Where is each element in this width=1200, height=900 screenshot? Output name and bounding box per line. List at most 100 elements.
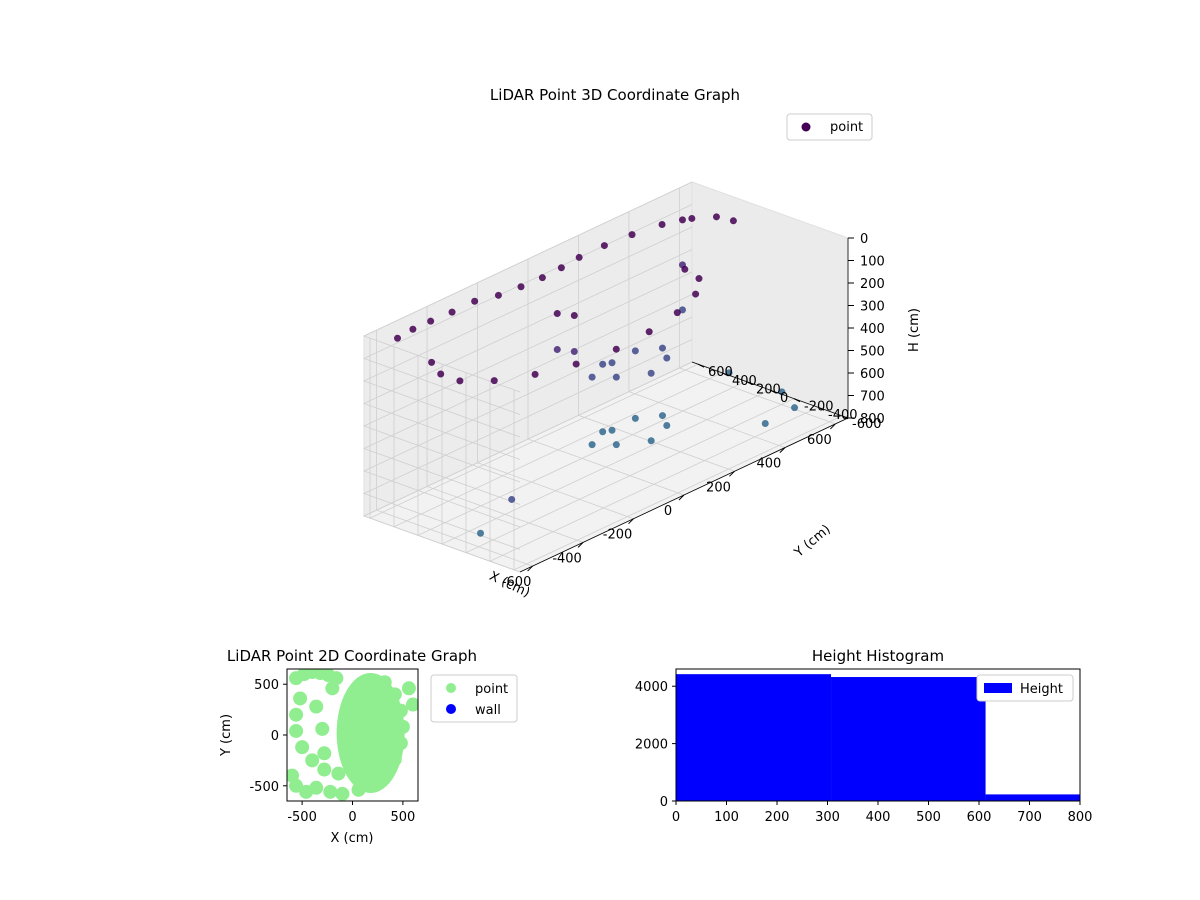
chart-hist-bars [676, 674, 1080, 801]
chart-2d-point [405, 697, 418, 712]
chart-2d-tick-x: -500 [287, 810, 317, 825]
chart-3d-tick-z: 600 [860, 367, 885, 382]
chart-hist-bar [985, 794, 1080, 801]
chart-3d-point [608, 359, 616, 367]
chart-3d-point [553, 346, 561, 354]
chart-3d-tick-mark-x [628, 518, 634, 525]
chart-3d-tick-x: -200 [603, 528, 633, 543]
chart-2d-legend-marker-point [446, 683, 456, 693]
chart-3d-gridline-z [362, 271, 693, 483]
chart-2d-tick-y: 500 [254, 678, 279, 693]
chart-3d-tick-x: 400 [757, 457, 782, 472]
chart-3d-point [428, 358, 436, 366]
chart-3d-points [394, 213, 799, 537]
chart-3d-tick-y: 200 [756, 382, 781, 397]
chart-3d-legend-marker [801, 122, 811, 132]
chart-3d-tick-mark-x [527, 565, 533, 572]
chart-3d-point [612, 345, 620, 353]
chart-2d-point [315, 721, 330, 736]
chart-3d-point [437, 370, 445, 378]
chart-3d-gridline-z [362, 294, 693, 505]
chart-3d-point [628, 231, 636, 239]
chart-3d-point [673, 309, 681, 317]
chart-hist-tick-x: 300 [815, 810, 840, 825]
chart-2d-ticks: -500 0 500 -500 0 500 [249, 678, 415, 825]
chart-2d-legend-label-wall: wall [475, 703, 501, 718]
chart-3d-tick-x: 0 [664, 504, 672, 519]
chart-hist-ticks: 0 100 200 300 400 500 600 700 800 0 2000 4000 [635, 680, 1093, 825]
chart-2d-point [387, 687, 402, 702]
chart-3d-point [729, 217, 737, 225]
chart-2d-legend: point wall [430, 674, 518, 723]
chart-3d-point [631, 414, 639, 422]
chart-2d-xlabel: X (cm) [331, 831, 374, 846]
chart-3d-point [658, 220, 666, 228]
chart-3d-point [494, 291, 502, 299]
chart-2d-point [379, 734, 394, 749]
chart-3d-gridline-z [362, 204, 693, 415]
chart-2d-point [351, 782, 366, 797]
chart-hist-tick-x: 400 [866, 810, 891, 825]
chart-3d-gridline-z [362, 316, 693, 528]
chart-3d-legend-label: point [830, 120, 863, 135]
chart-3d-xlabel: X (cm) [487, 569, 532, 601]
chart-3d-point [612, 441, 620, 449]
chart-3d-point [572, 360, 580, 368]
chart-2d-point [377, 766, 392, 781]
chart-2d-point [377, 675, 392, 690]
chart-2d: LiDAR Point 2D Coordinate Graph -500 0 500… [219, 647, 518, 846]
chart-hist-tick-x: 600 [967, 810, 992, 825]
chart-3d-tick-mark-x [779, 447, 786, 453]
chart-3d-point [658, 412, 666, 420]
chart-2d-point [309, 699, 324, 714]
chart-3d-legend: point [786, 113, 873, 141]
chart-hist-title: Height Histogram [812, 647, 944, 665]
chart-3d-tick-x: -400 [552, 551, 582, 566]
chart-hist-tick-x: 200 [765, 810, 790, 825]
chart-hist: Height Histogram 0 100 200 300 400 500 600 700 8… [635, 647, 1093, 825]
chart-hist-tick-y: 2000 [635, 738, 668, 753]
chart-2d-point-cluster [336, 672, 405, 793]
chart-hist-tick-x: 800 [1068, 810, 1093, 825]
chart-2d-point [345, 764, 360, 779]
chart-3d-point [712, 213, 720, 221]
chart-hist-bar [831, 677, 986, 801]
chart-2d-point [289, 778, 304, 793]
chart-2d-point [317, 762, 332, 777]
chart-3d-x-axis-line [519, 417, 849, 573]
chart-2d-point [401, 681, 416, 696]
chart-2d-legend-label-point: point [475, 682, 508, 697]
chart-3d-point [538, 274, 546, 282]
chart-hist-legend-swatch [984, 683, 1012, 693]
chart-3d-gridline-z [362, 226, 693, 438]
chart-2d-point [325, 681, 340, 696]
chart-2d-point [309, 780, 324, 795]
chart-3d-point [517, 283, 525, 291]
chart-3d-point [394, 334, 402, 342]
chart-3d-tick-y: 0 [780, 391, 788, 406]
chart-3d-point [688, 214, 696, 222]
chart-3d-point [456, 377, 464, 385]
chart-3d-title: LiDAR Point 3D Coordinate Graph [490, 86, 740, 104]
chart-3d-tick-z: 700 [860, 390, 885, 405]
chart-3d-point [575, 253, 583, 261]
chart-3d-tick-x: -600 [502, 575, 532, 590]
chart-3d-tick-z: 300 [860, 300, 885, 315]
chart-3d-point [678, 216, 686, 224]
chart-3d-point [471, 297, 479, 305]
chart-hist-legend-label: Height [1020, 682, 1063, 697]
chart-3d-tick-z: 500 [860, 345, 885, 360]
chart-hist-tick-x: 0 [672, 810, 680, 825]
chart-3d-point [409, 325, 417, 333]
chart-2d-point [323, 784, 338, 799]
chart-3d-point [631, 347, 639, 355]
chart-hist-tick-x: 100 [714, 810, 739, 825]
chart-3d-gridline-z [362, 339, 693, 550]
chart-3d-tick-z: 800 [860, 412, 885, 427]
chart-3d-gridline-z [362, 361, 693, 573]
chart-2d-point [393, 736, 408, 751]
chart-2d-point [387, 752, 402, 767]
chart-3d-tick-mark-x [678, 494, 685, 501]
chart-2d-point [393, 703, 408, 718]
